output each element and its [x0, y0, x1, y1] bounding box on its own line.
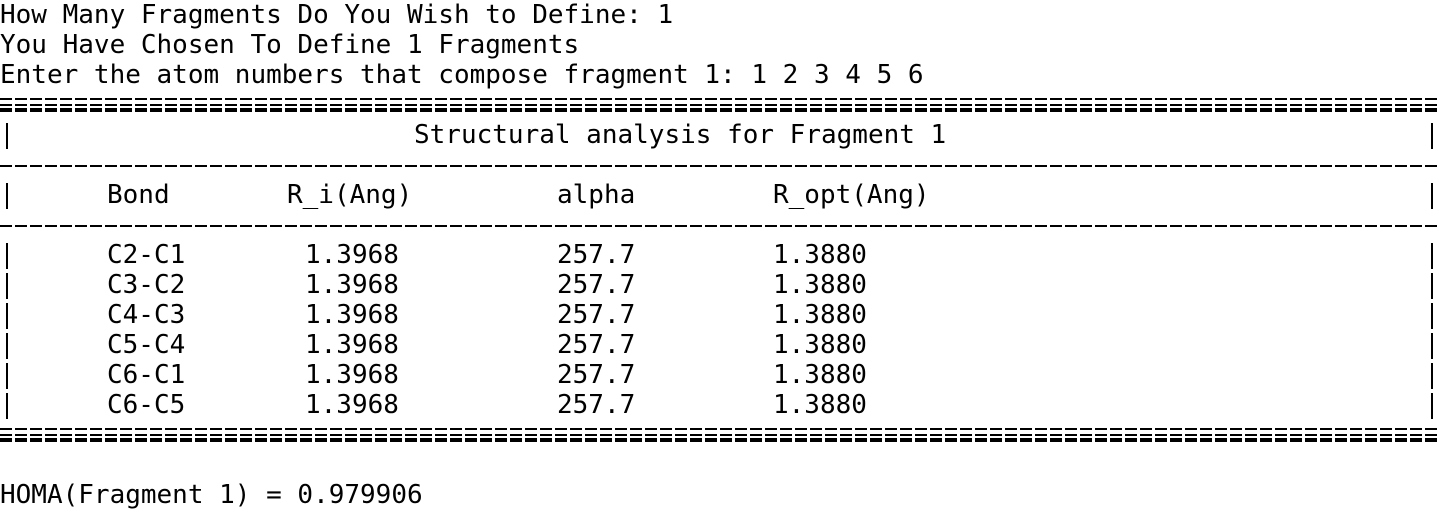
- table-cell-bond: C6-C5: [107, 390, 186, 420]
- table-cell-bond: C2-C1: [107, 240, 186, 270]
- table-cell-r-i: 1.3968: [305, 330, 399, 360]
- table-cell-r-opt: 1.3880: [773, 240, 867, 270]
- table-cell-r-opt: 1.3880: [773, 390, 867, 420]
- homa-result: HOMA(Fragment 1) = 0.979906: [0, 480, 423, 510]
- column-header-r-i: R_i(Ang): [287, 180, 413, 210]
- table-right-border: [1431, 273, 1433, 299]
- table-cell-bond: C3-C2: [107, 270, 186, 300]
- header-separator: [0, 225, 1440, 227]
- table-right-border: [1431, 123, 1433, 149]
- table-cell-alpha: 257.7: [557, 240, 636, 270]
- table-left-border: [6, 363, 8, 389]
- table-title: Structural analysis for Fragment 1: [414, 120, 947, 150]
- table-cell-r-i: 1.3968: [305, 270, 399, 300]
- table-cell-r-opt: 1.3880: [773, 300, 867, 330]
- table-cell-r-opt: 1.3880: [773, 270, 867, 300]
- table-cell-r-i: 1.3968: [305, 360, 399, 390]
- table-cell-r-i: 1.3968: [305, 300, 399, 330]
- table-cell-bond: C5-C4: [107, 330, 186, 360]
- table-cell-r-i: 1.3968: [305, 240, 399, 270]
- table-left-border: [6, 393, 8, 419]
- prompt-fragment-count: How Many Fragments Do You Wish to Define…: [0, 0, 674, 30]
- table-right-border: [1431, 363, 1433, 389]
- table-cell-alpha: 257.7: [557, 360, 636, 390]
- table-cell-alpha: 257.7: [557, 300, 636, 330]
- table-bottom-border: [0, 428, 1440, 442]
- column-header-bond: Bond: [107, 180, 170, 210]
- table-left-border: [6, 243, 8, 269]
- table-right-border: [1431, 393, 1433, 419]
- table-left-border: [6, 183, 8, 209]
- prompt-atom-numbers: Enter the atom numbers that compose frag…: [0, 60, 924, 90]
- table-cell-bond: C4-C3: [107, 300, 186, 330]
- table-cell-bond: C6-C1: [107, 360, 186, 390]
- prompt-fragments-chosen: You Have Chosen To Define 1 Fragments: [0, 30, 580, 60]
- table-left-border: [6, 273, 8, 299]
- table-cell-r-i: 1.3968: [305, 390, 399, 420]
- column-header-r-opt: R_opt(Ang): [773, 180, 930, 210]
- table-right-border: [1431, 303, 1433, 329]
- table-top-border: [0, 98, 1440, 112]
- title-separator: [0, 165, 1440, 167]
- table-left-border: [6, 123, 8, 149]
- table-left-border: [6, 303, 8, 329]
- table-cell-r-opt: 1.3880: [773, 360, 867, 390]
- table-right-border: [1431, 333, 1433, 359]
- table-cell-alpha: 257.7: [557, 390, 636, 420]
- table-left-border: [6, 333, 8, 359]
- table-cell-alpha: 257.7: [557, 270, 636, 300]
- table-right-border: [1431, 183, 1433, 209]
- column-header-alpha: alpha: [557, 180, 636, 210]
- table-right-border: [1431, 243, 1433, 269]
- table-cell-r-opt: 1.3880: [773, 330, 867, 360]
- table-cell-alpha: 257.7: [557, 330, 636, 360]
